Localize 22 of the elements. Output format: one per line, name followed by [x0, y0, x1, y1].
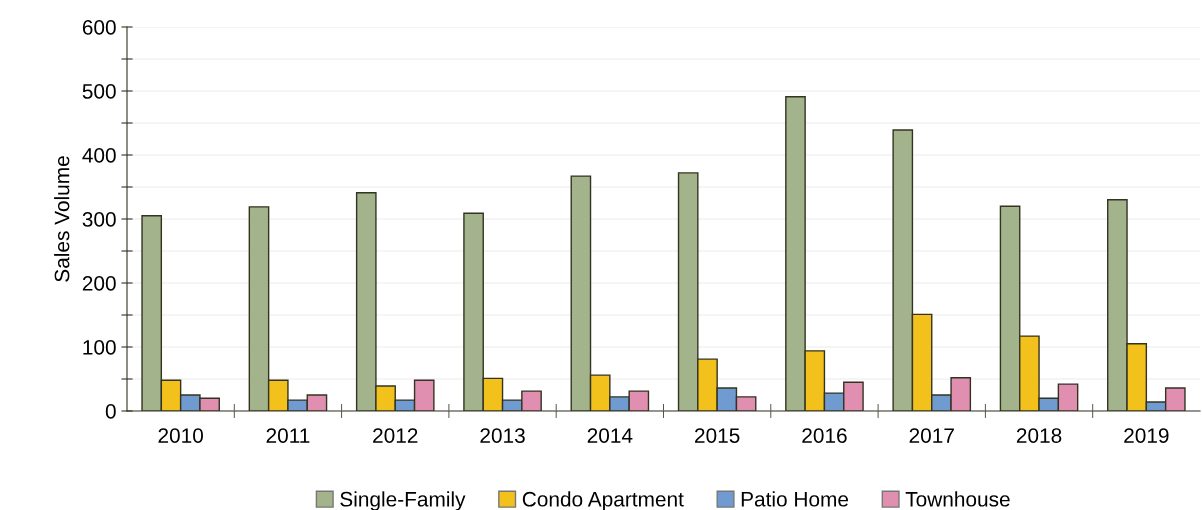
x-tick-label: 2011 — [266, 428, 310, 443]
x-tick-label: 2019 — [1124, 428, 1169, 443]
x-tick-label: 2015 — [695, 428, 740, 443]
x-tick-label: 2010 — [158, 428, 204, 443]
x-tick-label: 2017 — [909, 428, 954, 443]
x-tick-label: 2018 — [1016, 428, 1062, 443]
y-tick-label: 0 — [105, 404, 116, 419]
y-tick-label: 500 — [82, 84, 116, 99]
legend-label: Single-Family — [340, 491, 466, 510]
y-tick-label: 200 — [82, 276, 116, 291]
legend-label: Condo Apartment — [522, 491, 684, 510]
legend-label: Townhouse — [905, 491, 1010, 507]
y-tick-label: 100 — [83, 340, 116, 355]
y-axis-title: Sales Volume — [54, 156, 70, 282]
y-tick-label: 300 — [82, 212, 116, 227]
y-tick-label: 400 — [82, 148, 116, 163]
x-tick-label: 2014 — [587, 428, 633, 443]
x-tick-label: 2012 — [373, 428, 418, 443]
legend-label: Patio Home — [741, 491, 849, 507]
x-tick-label: 2013 — [480, 428, 525, 443]
y-tick-label: 600 — [82, 20, 116, 35]
x-tick-label: 2016 — [802, 428, 847, 443]
